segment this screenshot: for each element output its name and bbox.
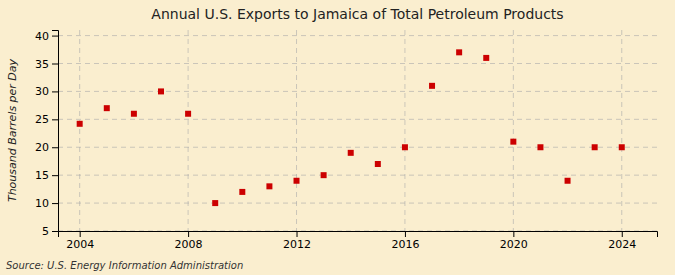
grid-line: [58, 175, 657, 176]
point: [77, 121, 83, 127]
tick-mark: [52, 36, 58, 37]
tick: 40: [35, 30, 58, 43]
tick: 2016: [391, 231, 419, 251]
point: [375, 161, 381, 167]
tick-label: 2024: [608, 238, 636, 251]
tick-label: 10: [35, 197, 49, 210]
point: [619, 144, 625, 150]
tick-mark: [52, 231, 58, 232]
tick-mark: [52, 64, 58, 65]
tick: 2020: [500, 231, 528, 251]
point: [321, 172, 327, 178]
tick: 5: [42, 225, 58, 238]
tick-label: 35: [35, 58, 49, 71]
tick-mark: [513, 231, 514, 237]
point: [212, 200, 218, 206]
tick-label: 30: [35, 85, 49, 98]
tick-label: 15: [35, 169, 49, 182]
point: [483, 55, 489, 61]
tick: 25: [35, 113, 58, 126]
grid-line: [296, 30, 297, 231]
tick-label: 2008: [175, 238, 203, 251]
grid-line: [58, 119, 657, 120]
tick: 15: [35, 169, 58, 182]
point: [592, 144, 598, 150]
grid-line: [404, 30, 405, 231]
source-note: Source: U.S. Energy Information Administ…: [6, 260, 243, 271]
tick: 20: [35, 141, 58, 154]
grid-line: [513, 30, 514, 231]
point: [456, 49, 462, 55]
grid-line: [188, 30, 189, 231]
background: [0, 0, 675, 275]
tick-mark: [52, 175, 58, 176]
point: [348, 150, 354, 156]
tick-mark: [52, 147, 58, 148]
point: [266, 183, 272, 189]
tick: 30: [35, 85, 58, 98]
tick: 2024: [608, 231, 636, 251]
grid-line: [58, 91, 657, 92]
tick-mark: [188, 231, 189, 237]
y-axis: 5 10 15 20 25 30 35 40: [35, 30, 59, 238]
tick-label: 2020: [500, 238, 528, 251]
point: [158, 88, 164, 94]
y-axis-label: Thousand Barrels per Day: [6, 58, 19, 202]
tick: 35: [35, 58, 58, 71]
point: [131, 111, 137, 117]
grid: [58, 30, 657, 231]
tick-mark: [52, 203, 58, 204]
tick-label: 25: [35, 113, 49, 126]
tick: 2012: [283, 231, 311, 251]
tick-label: 20: [35, 141, 49, 154]
point: [104, 105, 110, 111]
tick-mark: [297, 231, 298, 237]
tick: 2004: [66, 231, 94, 251]
tick-mark: [622, 231, 623, 237]
tick: 10: [35, 197, 58, 210]
grid-line: [79, 30, 80, 231]
points: [77, 49, 625, 206]
point: [537, 144, 543, 150]
title: Annual U.S. Exports to Jamaica of Total …: [151, 6, 563, 22]
point: [510, 139, 516, 145]
tick: 2008: [175, 231, 203, 251]
grid-line: [58, 203, 657, 204]
tick-mark: [52, 119, 58, 120]
axis-line: [52, 31, 59, 232]
tick-mark: [405, 231, 406, 237]
grid-line: [58, 63, 657, 64]
tick-label: 2012: [283, 238, 311, 251]
tick-label: 2016: [391, 238, 419, 251]
point: [429, 83, 435, 89]
grid-line: [58, 35, 657, 36]
grid-line: [58, 147, 657, 148]
tick-label: 5: [42, 225, 49, 238]
point: [402, 144, 408, 150]
x-axis: 2004 2008 2012 2016 2020 2024: [59, 231, 658, 251]
grid-line: [621, 30, 622, 231]
point: [565, 178, 571, 184]
tick-label: 2004: [66, 238, 94, 251]
chart: 2004 2008 2012 2016 2020 2024 5 10 15 20 25 30 35 40 A…: [0, 0, 675, 275]
tick-mark: [80, 231, 81, 237]
point: [239, 189, 245, 195]
point: [185, 111, 191, 117]
axis-line: [59, 232, 658, 238]
point: [294, 178, 300, 184]
tick-label: 40: [35, 30, 49, 43]
plot: 2004 2008 2012 2016 2020 2024 5 10 15 20 25 30 35 40: [35, 30, 658, 251]
tick-mark: [52, 91, 58, 92]
